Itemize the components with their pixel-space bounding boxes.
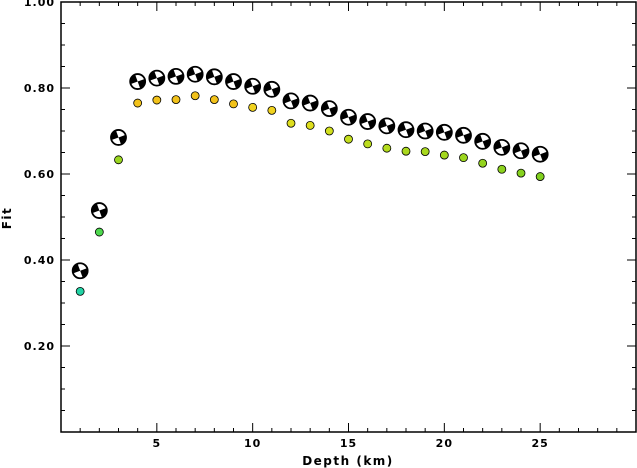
focal-mechanism-marker	[512, 142, 530, 160]
fit-point	[133, 98, 143, 108]
y-tick-label: 1.00	[24, 0, 55, 9]
fit-point	[286, 118, 296, 128]
mechanism-series	[71, 65, 549, 280]
focal-mechanism-marker	[455, 126, 472, 144]
x-tick-label: 5	[153, 437, 162, 450]
fit-point	[152, 95, 162, 105]
focal-mechanism-marker	[416, 122, 434, 140]
focal-mechanism-marker	[531, 145, 549, 163]
focal-mechanism-marker	[397, 121, 415, 139]
focal-mechanism-marker	[148, 69, 166, 87]
axis-ticks: 5 10 15 20 25 0.20 0.40 0.60 0.80 1.00	[24, 0, 636, 450]
focal-mechanism-marker	[320, 100, 338, 118]
focal-mechanism-marker	[244, 77, 262, 95]
focal-mechanism-marker	[359, 113, 377, 130]
fit-point	[229, 99, 238, 109]
focal-mechanism-marker	[301, 94, 319, 112]
fit-point	[114, 155, 123, 165]
x-tick-label: 25	[532, 437, 549, 450]
focal-mechanism-marker	[263, 80, 281, 98]
plot-border	[60, 1, 637, 433]
focal-mechanism-marker	[167, 67, 185, 85]
focal-mechanism-marker	[474, 132, 492, 150]
fit-point	[497, 164, 507, 174]
y-tick-label: 0.80	[24, 82, 55, 95]
plot-frame	[60, 1, 637, 433]
fit-point	[248, 102, 258, 112]
fit-point	[324, 126, 334, 136]
focal-mechanism-marker	[435, 123, 453, 141]
fit-point	[478, 158, 488, 168]
fit-point	[190, 91, 200, 101]
x-tick-label: 15	[340, 437, 357, 450]
y-axis-title: Fit	[0, 207, 14, 230]
fit-point	[75, 286, 85, 296]
fit-point	[401, 146, 411, 156]
focal-mechanism-marker	[90, 202, 108, 219]
focal-mechanism-marker	[71, 262, 89, 280]
focal-mechanism-marker	[186, 65, 204, 83]
y-tick-label: 0.20	[24, 340, 55, 353]
focal-mechanism-marker	[205, 68, 223, 86]
x-tick-label: 20	[436, 437, 453, 450]
fit-point	[420, 147, 430, 157]
fit-point	[459, 153, 468, 163]
focal-mechanism-marker	[340, 108, 357, 126]
x-axis-title: Depth (km)	[302, 454, 394, 468]
fit-point	[94, 227, 104, 237]
fit-point	[535, 172, 545, 181]
focal-mechanism-marker	[110, 129, 127, 146]
y-tick-label: 0.40	[24, 254, 55, 267]
fit-point	[363, 139, 373, 149]
fit-point	[516, 168, 526, 178]
focal-mechanism-marker	[493, 138, 511, 156]
fit-point	[305, 121, 315, 130]
focal-mechanism-marker	[225, 73, 242, 90]
fit-point	[209, 95, 219, 105]
circle-series	[75, 91, 545, 296]
fit-point	[382, 143, 392, 153]
fit-point	[344, 134, 353, 144]
focal-mechanism-marker	[378, 117, 396, 135]
fit-point	[171, 95, 181, 105]
focal-mechanism-marker	[282, 92, 300, 110]
y-tick-label: 0.60	[24, 168, 55, 181]
x-tick-label: 10	[244, 437, 261, 450]
fit-point	[267, 105, 277, 115]
focal-mechanism-marker	[129, 73, 147, 90]
fit-point	[439, 150, 449, 160]
